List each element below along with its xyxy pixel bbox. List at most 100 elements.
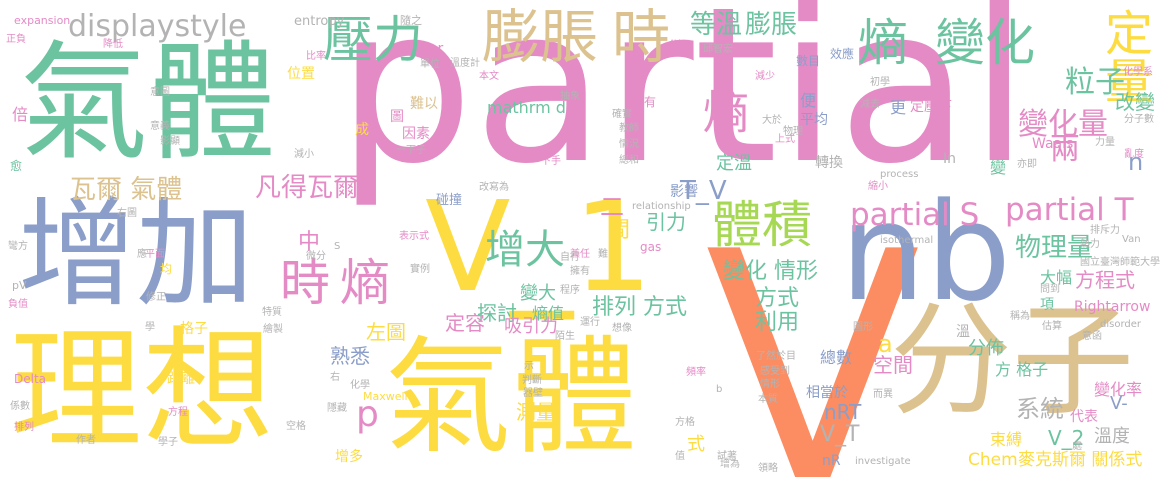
word: 大幅: [1040, 268, 1073, 287]
word: 單位: [420, 59, 440, 70]
word: partial S: [850, 197, 980, 233]
word: 物理: [783, 126, 803, 137]
word: 初學: [870, 77, 890, 88]
word: nb: [840, 174, 1012, 331]
word: 分子數: [1124, 114, 1154, 125]
word: 方程式: [1075, 268, 1135, 292]
word: 平均: [800, 112, 828, 128]
word: V_T: [820, 422, 860, 447]
word: 示: [524, 361, 534, 372]
word: investigate: [855, 456, 911, 467]
word: 微分: [306, 251, 326, 262]
word: 本質: [758, 394, 778, 405]
word: 變化率: [1094, 380, 1143, 399]
word: 熵: [858, 14, 908, 72]
word: 系統: [1016, 395, 1064, 423]
word: 利用: [755, 310, 800, 335]
word: 碰撞: [436, 193, 463, 208]
word: S: [334, 241, 341, 252]
word: 麥克斯爾 關係式: [1018, 450, 1143, 470]
word: 便: [800, 91, 817, 110]
word: 因素: [402, 126, 430, 142]
word: 排斥力: [1090, 225, 1120, 236]
word: 定溫: [716, 153, 752, 174]
word: 大於: [762, 115, 782, 126]
word: 引力: [646, 210, 686, 234]
word: 影響: [670, 184, 698, 200]
word: 情形: [760, 379, 780, 390]
word: 教師: [619, 123, 639, 134]
word: 空間: [873, 353, 913, 377]
word: Maxwell: [363, 390, 408, 403]
word: 束縛: [990, 430, 1023, 449]
word: 降低: [103, 39, 123, 50]
word: 二: [600, 193, 624, 221]
word: 學子: [158, 437, 178, 448]
word: 吸引力: [504, 316, 558, 337]
word: relationship: [632, 201, 691, 212]
word: 增為: [720, 459, 740, 470]
word: 時: [612, 3, 671, 71]
word: 改變: [1115, 90, 1155, 114]
word: 定量: [1096, 8, 1152, 104]
word: 確實: [612, 109, 632, 120]
word: 稱為: [1010, 311, 1030, 322]
word: process: [880, 169, 919, 180]
word: 隨之: [400, 14, 422, 27]
word: 熱力: [1080, 239, 1100, 250]
word: 成: [355, 122, 369, 138]
word: 繪製: [263, 324, 283, 335]
word: 圖: [390, 109, 404, 125]
word: 一下子: [396, 145, 426, 156]
word: 變大: [520, 283, 556, 304]
word: 測量: [516, 400, 556, 424]
word: 意函: [1082, 331, 1102, 342]
word: V_1: [425, 175, 653, 320]
word: pV: [12, 279, 27, 292]
word: 熵: [340, 254, 390, 312]
word: isothermal: [880, 235, 934, 246]
word: 格子: [180, 321, 208, 337]
word: 下手: [541, 156, 561, 167]
word: Rightarrow: [1074, 299, 1151, 315]
word: 溫: [956, 324, 970, 340]
word: 化學系: [1123, 67, 1153, 78]
word: 膨脹: [482, 3, 599, 71]
word: 實例: [410, 264, 430, 275]
word: 氣體: [20, 29, 277, 178]
word: 熵值: [532, 304, 565, 323]
word: n: [1128, 148, 1144, 176]
word: 比率: [306, 51, 326, 62]
word: 式: [687, 434, 705, 455]
word: 意圖: [150, 87, 170, 98]
word: 抽象: [560, 91, 580, 102]
word: 總和: [619, 155, 639, 166]
word: 問到: [1040, 284, 1060, 295]
word: 邱智宏: [703, 44, 733, 55]
word: Van: [1122, 234, 1141, 245]
word: 右: [330, 372, 340, 383]
word: 轉換: [815, 155, 843, 171]
word: 分佈: [968, 338, 1004, 359]
word: gas: [640, 240, 662, 254]
word: 熵: [696, 88, 750, 134]
word: 化學: [350, 380, 370, 391]
word: 頻率: [686, 367, 706, 378]
word: 兩: [1050, 132, 1080, 167]
word: 正負: [6, 34, 26, 45]
word: 排列 方式: [592, 295, 687, 320]
word: 定容: [445, 311, 485, 335]
word: 試著: [717, 451, 737, 462]
word: 效應: [830, 47, 855, 61]
word: 倍: [12, 105, 29, 124]
word: 右圖: [117, 208, 137, 219]
word: expansion: [14, 14, 71, 27]
word: mathrm d: [487, 98, 566, 117]
word: 自行: [560, 252, 580, 263]
word: 空格: [286, 421, 306, 432]
word: 氣體: [385, 324, 637, 471]
word: 均: [160, 262, 173, 276]
word: 作者: [76, 435, 96, 446]
word: 時: [280, 254, 330, 312]
